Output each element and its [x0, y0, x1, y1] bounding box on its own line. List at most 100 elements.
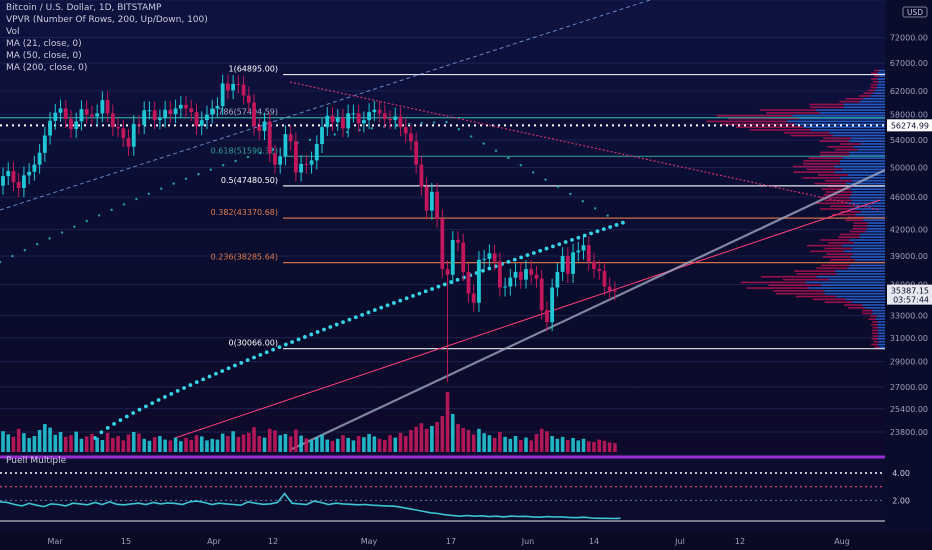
vpvr-bar-bull — [851, 301, 885, 303]
volume-bar — [461, 428, 466, 452]
indicator-ma50[interactable]: MA (50, close, 0) — [6, 51, 82, 61]
candle — [16, 173, 21, 198]
volume-bar — [267, 428, 272, 452]
candle — [361, 111, 366, 133]
vpvr-bar-bull — [820, 284, 885, 287]
vpvr-bar-bull — [798, 117, 885, 120]
price-tick-label: 72000.00 — [890, 34, 928, 43]
vpvr-bar-bull — [840, 160, 885, 162]
candle — [518, 263, 523, 289]
candle — [6, 162, 11, 186]
ma50-dot — [333, 133, 336, 136]
vpvr-bar-bear — [849, 230, 866, 233]
candle — [346, 104, 351, 138]
candle-body — [524, 269, 528, 280]
puell-title[interactable]: Puell Multiple — [6, 456, 67, 466]
vpvr-bar-bear — [790, 134, 833, 137]
ma200-dot — [163, 395, 167, 399]
candle — [565, 247, 570, 283]
vpvr-bar-bear — [810, 250, 844, 253]
candle-body — [163, 109, 168, 119]
vpvr-bar-bear — [818, 174, 849, 176]
volume-bar — [466, 430, 471, 452]
time-tick-label: 14 — [589, 537, 599, 546]
ma50-dot — [519, 164, 522, 167]
volume-bar — [309, 440, 314, 452]
vpvr-bar-bear — [831, 213, 856, 216]
candle — [607, 277, 612, 300]
indicator-vpvr[interactable]: VPVR (Number Of Rows, 200, Up/Down, 100) — [6, 15, 208, 25]
candle — [90, 105, 94, 126]
candle-body — [503, 286, 507, 288]
indicator-ma21[interactable]: MA (21, close, 0) — [6, 39, 82, 49]
candle-body — [409, 133, 413, 142]
vpvr-bar-bull — [859, 236, 885, 238]
symbol-title[interactable]: Bitcoin / U.S. Dollar, 1D, BITSTAMP — [6, 3, 162, 13]
volume-bar — [403, 436, 408, 452]
candle — [367, 103, 371, 130]
volume-bar — [607, 442, 612, 452]
indicator-ma200[interactable]: MA (200, close, 0) — [6, 63, 88, 73]
volume-bar — [95, 437, 99, 452]
ma50-dot — [85, 219, 89, 223]
candle — [236, 75, 241, 94]
vpvr-bar-bull — [860, 210, 885, 213]
vpvr-bar-bull — [843, 103, 885, 106]
ma50-dot — [209, 168, 212, 171]
candle-body — [529, 269, 534, 275]
ma200-dot — [207, 374, 212, 379]
vpvr-bar-bull — [851, 194, 885, 196]
candle — [372, 100, 377, 122]
vpvr-bar-bear — [823, 194, 852, 196]
price-tick-label: 50000.00 — [890, 163, 928, 172]
vpvr-bar-bear — [840, 210, 861, 213]
ma200-dot — [551, 244, 555, 249]
marked-level-label: 56274.99 — [891, 121, 929, 130]
volume-bar — [498, 432, 502, 452]
candle — [84, 100, 89, 124]
vpvr-bar-bull — [805, 281, 885, 284]
vpvr-bar-bull — [878, 321, 885, 323]
ma200-dot — [595, 229, 600, 234]
ma50-dot — [184, 177, 188, 181]
candle-body — [325, 115, 330, 128]
candle — [341, 108, 345, 138]
volume-bar — [419, 423, 424, 452]
vpvr-bar-bear — [839, 100, 860, 103]
ma200-dot — [436, 284, 441, 289]
ma200-dot — [143, 404, 148, 409]
candle — [69, 110, 73, 139]
vpvr-bar-bear — [822, 256, 851, 258]
candle — [414, 132, 419, 174]
ma200-dot — [226, 366, 231, 371]
volume-bar — [199, 436, 204, 452]
candle-body — [581, 245, 586, 251]
vpvr-bar-bear — [749, 129, 811, 131]
candle — [325, 107, 330, 137]
vpvr-bar-bear — [835, 148, 858, 151]
vpvr-bar-bull — [855, 213, 885, 216]
vpvr-bar-bear — [808, 157, 844, 159]
candle-body — [545, 310, 549, 323]
indicator-vol[interactable]: Vol — [6, 27, 20, 37]
vpvr-bar-bull — [792, 114, 885, 117]
vpvr-bar-bull — [873, 92, 885, 94]
volume-bar — [471, 434, 476, 452]
candle — [173, 99, 178, 123]
vpvr-bar-bull — [851, 247, 885, 250]
candle — [58, 99, 63, 122]
candle — [210, 99, 215, 124]
candle-body — [69, 118, 73, 130]
candle — [37, 144, 42, 174]
vpvr-bar-bull — [834, 171, 885, 174]
ma50-dot — [420, 121, 423, 125]
volume-bar — [84, 436, 89, 452]
vpvr-bar-bull — [802, 126, 885, 128]
volume-bar — [330, 440, 335, 452]
candle-body — [613, 290, 617, 292]
candle-body — [84, 109, 89, 115]
ma200-dot — [201, 377, 206, 382]
volume-bar — [173, 437, 178, 452]
candle-body — [147, 110, 152, 112]
